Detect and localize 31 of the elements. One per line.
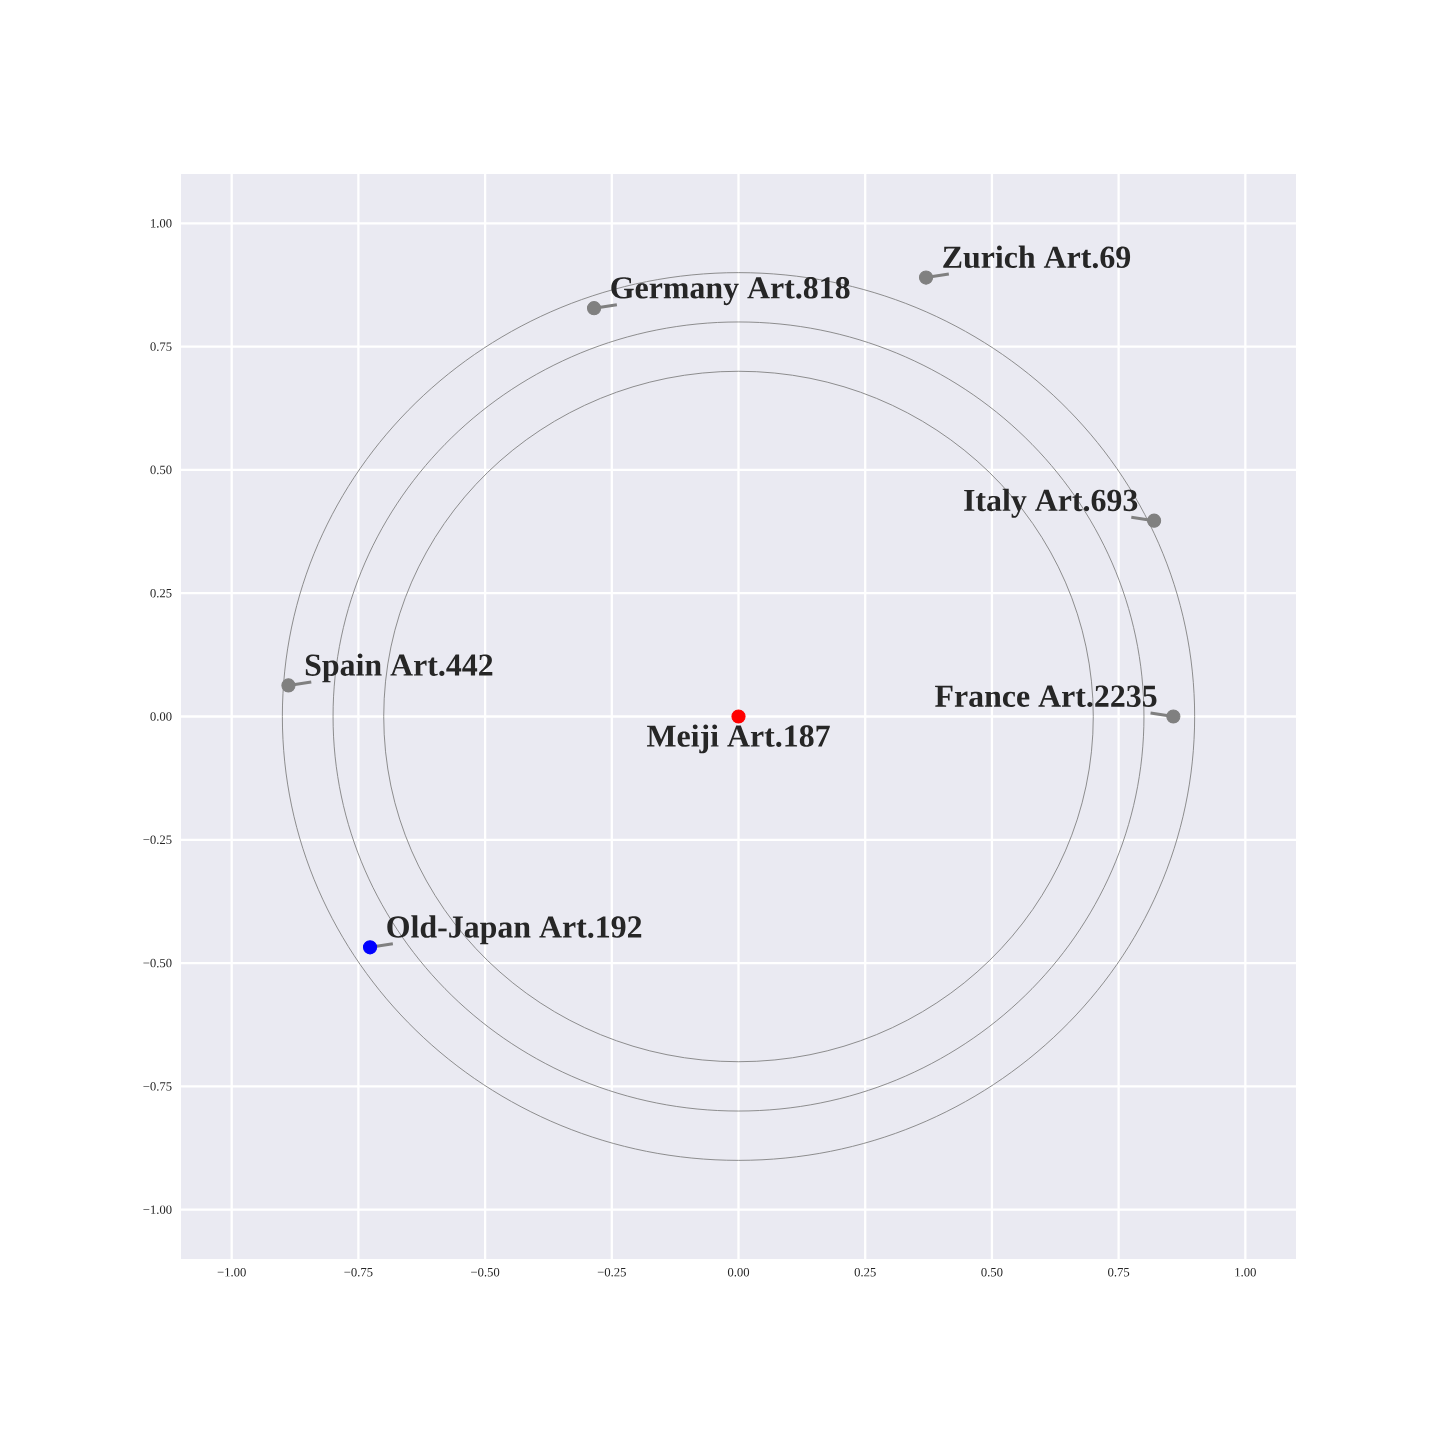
annotation: Old-Japan Art.192	[387, 915, 642, 945]
x-tick-label: −0.25	[597, 1267, 626, 1277]
x-tick-label: −1.00	[217, 1267, 246, 1277]
point	[586, 301, 602, 316]
y-tick-label: 0.50	[150, 465, 172, 475]
annotation: Germany Art.818	[611, 277, 850, 306]
y-tick-label: −0.50	[143, 958, 172, 968]
x-tick-label: 0.00	[727, 1267, 750, 1277]
y-tick-label: 0.75	[150, 342, 172, 351]
y-tick-label: −0.75	[143, 1082, 172, 1091]
y-tick-label: 0.00	[150, 712, 172, 721]
point	[281, 678, 296, 693]
x-tick-label: 0.50	[981, 1267, 1003, 1277]
y-tick-label: −0.25	[143, 835, 172, 845]
annotation: Italy Art.693	[964, 488, 1138, 518]
x-tick-label: −0.75	[344, 1267, 373, 1277]
annotation: Spain Art.442	[305, 653, 493, 683]
x-tick-label: −0.50	[471, 1267, 500, 1277]
x-tick-label: 1.00	[1235, 1267, 1256, 1277]
y-tick-label: 0.25	[150, 588, 172, 598]
y-tick-label: −1.00	[143, 1205, 172, 1214]
y-tick-label: 1.00	[151, 219, 172, 228]
annotation: France Art.2235	[935, 685, 1157, 708]
annotation: Zurich Art.69	[943, 245, 1131, 269]
annotation: Meiji Art.187	[646, 724, 830, 754]
point	[918, 270, 934, 285]
x-tick-label: 0.75	[1108, 1267, 1130, 1277]
point	[1147, 513, 1162, 528]
point	[362, 940, 378, 955]
point	[1166, 709, 1181, 724]
x-tick-label: 0.25	[854, 1267, 876, 1277]
